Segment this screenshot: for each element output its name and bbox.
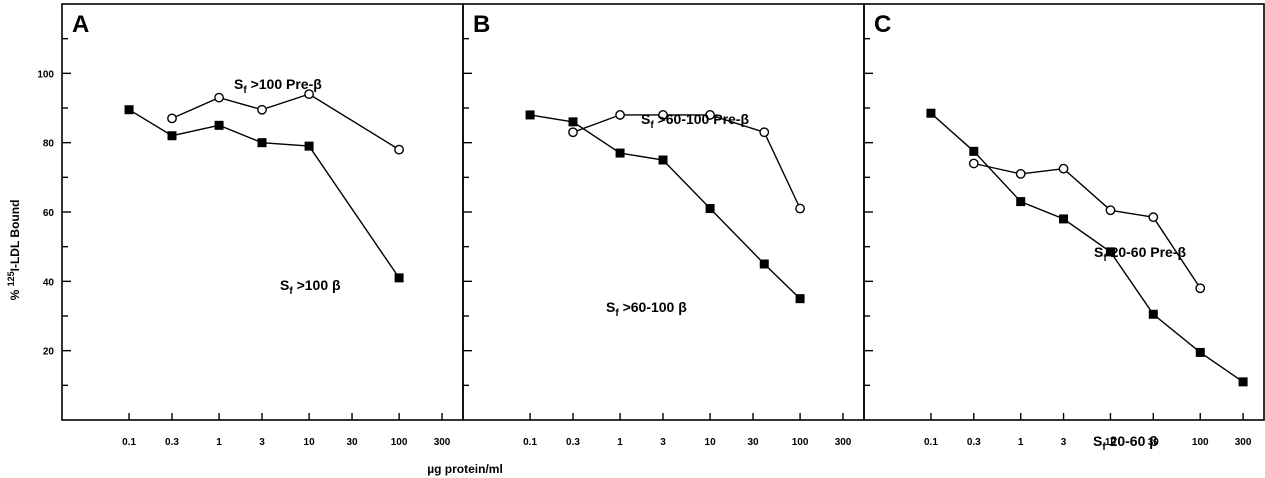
x-axis-label: µg protein/ml — [427, 462, 503, 476]
panel-letter: A — [72, 11, 89, 38]
data-point-open — [615, 110, 625, 120]
data-point-open — [1058, 163, 1069, 174]
panel-letter: C — [874, 11, 891, 38]
data-point-open — [658, 110, 668, 120]
data-point-open — [304, 89, 314, 100]
data-point-open — [257, 104, 267, 115]
series-label: Sf >100 Pre-β — [234, 76, 322, 96]
panel-c: 0.1 0.3 1 3 10 30 100 300 C Sf 20-60 Pre-β Sf 20-6… — [863, 3, 1265, 453]
data-point-filled — [1148, 309, 1158, 319]
data-point-filled — [1238, 377, 1248, 387]
data-point-open — [214, 92, 224, 103]
x-tick-label: 3 — [660, 437, 666, 448]
data-point-filled — [615, 148, 625, 158]
x-tick-label: 1 — [216, 437, 222, 448]
panel-frame — [61, 3, 464, 421]
x-tick-label: 30 — [747, 437, 759, 448]
data-point-filled — [257, 138, 267, 148]
data-point-filled — [969, 146, 979, 156]
x-tick-label: 3 — [259, 437, 265, 448]
beta-series: Sf >60-100 β — [525, 110, 805, 319]
y-tick-label: 60 — [43, 208, 55, 219]
data-point-open — [759, 127, 770, 138]
x-tick-label: 300 — [434, 437, 451, 448]
x-tick-label: 30 — [346, 437, 358, 448]
data-point-filled — [759, 259, 769, 269]
data-point-open — [705, 110, 715, 120]
data-point-filled — [1059, 214, 1069, 224]
x-tick-label: 1 — [617, 437, 623, 448]
data-point-filled — [658, 155, 668, 165]
data-point-filled — [705, 204, 715, 214]
x-tick-label: 0.1 — [122, 437, 136, 448]
x-tick-label: 3 — [1061, 437, 1067, 448]
panel-b: 0.1 0.3 1 3 10 30 100 300 B Sf >60-100 Pre-β Sf >6… — [462, 3, 865, 448]
y-tick-label: 40 — [43, 277, 55, 288]
data-point-filled — [304, 141, 314, 151]
x-tick-label: 0.1 — [924, 437, 938, 448]
pre-beta-series: Sf 20-60 Pre-β — [968, 158, 1206, 294]
series-label: Sf >60-100 β — [606, 299, 687, 319]
data-point-filled — [214, 120, 224, 130]
data-point-open — [167, 113, 177, 124]
y-tick-label: 80 — [43, 139, 55, 150]
data-point-open — [568, 127, 578, 138]
series-line — [128, 109, 400, 279]
x-tick-label: 0.3 — [165, 437, 179, 448]
beta-series: Sf 20-60 β — [926, 108, 1248, 453]
x-tick-label: 300 — [835, 437, 852, 448]
data-point-filled — [1105, 247, 1115, 257]
data-point-filled — [795, 294, 805, 304]
panel-letter: B — [473, 11, 490, 38]
series-label: Sf 20-60 Pre-β — [1094, 244, 1187, 264]
x-tick-label: 100 — [391, 437, 408, 448]
panel-frame — [462, 3, 865, 421]
data-point-filled — [124, 105, 134, 115]
data-point-open — [1015, 168, 1026, 179]
data-point-filled — [568, 117, 578, 127]
x-tick-label: 30 — [1148, 437, 1160, 448]
data-point-filled — [926, 108, 936, 118]
data-point-filled — [394, 273, 404, 283]
x-tick-label: 0.3 — [967, 437, 981, 448]
beta-series: Sf >100 β — [124, 105, 404, 297]
x-tick-label: 0.1 — [523, 437, 537, 448]
series-line — [930, 112, 1244, 383]
data-point-open — [968, 158, 979, 169]
x-tick-label: 10 — [705, 437, 717, 448]
series-line — [973, 162, 1201, 289]
data-point-open — [1148, 212, 1159, 223]
panel-frame — [863, 3, 1265, 421]
series-line — [572, 114, 801, 209]
x-tick-label: 0.3 — [566, 437, 580, 448]
panel-a: 0.1 0.3 1 3 10 30 100 300 A Sf >100 Pre-β Sf >100 … — [61, 3, 464, 448]
data-point-filled — [1195, 347, 1205, 357]
pre-beta-series: Sf >100 Pre-β — [167, 76, 404, 155]
x-tick-label: 300 — [1235, 437, 1252, 448]
data-point-filled — [1016, 197, 1026, 207]
series-label: Sf >60-100 Pre-β — [641, 111, 749, 131]
x-tick-label: 100 — [792, 437, 809, 448]
series-line — [171, 93, 400, 151]
y-tick-label: 100 — [37, 69, 54, 80]
series-line — [529, 114, 801, 300]
series-label: Sf 20-60 β — [1093, 433, 1158, 453]
data-point-open — [1105, 205, 1116, 216]
data-point-open — [795, 203, 805, 214]
data-point-open — [394, 144, 404, 155]
y-axis-label: % 125I-LDL Bound — [6, 200, 22, 301]
x-tick-label: 100 — [1192, 437, 1209, 448]
data-point-filled — [525, 110, 535, 120]
data-point-filled — [167, 131, 177, 141]
x-tick-label: 10 — [1105, 437, 1117, 448]
y-tick-label: 20 — [43, 347, 55, 358]
pre-beta-series: Sf >60-100 Pre-β — [568, 110, 805, 214]
x-tick-label: 10 — [304, 437, 316, 448]
data-point-open — [1195, 283, 1206, 294]
x-tick-label: 1 — [1018, 437, 1024, 448]
series-label: Sf >100 β — [280, 277, 341, 297]
